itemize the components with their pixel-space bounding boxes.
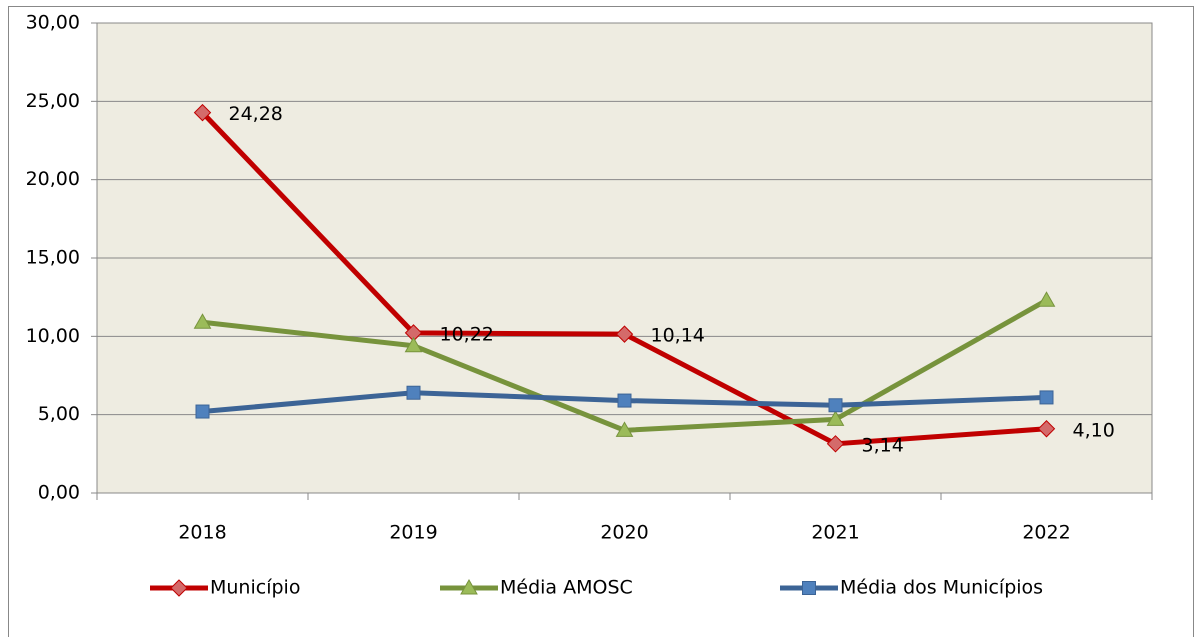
- data-point: [1037, 291, 1056, 307]
- y-tick-label: 25,00: [26, 90, 80, 112]
- x-tick-label: 2018: [178, 522, 226, 544]
- data-point: [193, 313, 212, 329]
- data-label: 4,10: [1073, 419, 1115, 441]
- data-point: [406, 385, 421, 400]
- y-tick-label: 5,00: [38, 403, 80, 425]
- x-tick-label: 2020: [600, 522, 648, 544]
- x-tick-label: 2022: [1022, 522, 1070, 544]
- data-point: [828, 398, 843, 413]
- data-point: [826, 435, 845, 453]
- data-point: [1037, 420, 1056, 438]
- y-tick-label: 30,00: [26, 12, 80, 34]
- data-point: [193, 103, 212, 122]
- data-point: [195, 404, 210, 419]
- data-point: [615, 325, 634, 343]
- legend-label: Média AMOSC: [500, 577, 633, 599]
- y-tick-label: 20,00: [26, 168, 80, 190]
- legend-label: Média dos Municípios: [840, 577, 1043, 599]
- data-point: [1039, 390, 1054, 405]
- y-tick-label: 0,00: [38, 482, 80, 504]
- legend-marker: [460, 578, 478, 595]
- y-tick-label: 15,00: [26, 247, 80, 269]
- data-point: [617, 393, 632, 408]
- y-tick-label: 10,00: [26, 325, 80, 347]
- data-label: 3,14: [862, 434, 904, 456]
- data-point: [826, 410, 845, 426]
- data-label: 10,22: [440, 323, 494, 345]
- data-label: 24,28: [229, 103, 283, 125]
- legend-marker: [170, 579, 188, 597]
- legend-marker: [802, 581, 816, 595]
- legend-label: Município: [210, 577, 300, 599]
- data-point: [615, 421, 634, 437]
- data-point: [404, 336, 423, 353]
- data-label: 10,14: [651, 325, 705, 347]
- x-tick-label: 2019: [389, 522, 437, 544]
- x-tick-label: 2021: [811, 522, 859, 544]
